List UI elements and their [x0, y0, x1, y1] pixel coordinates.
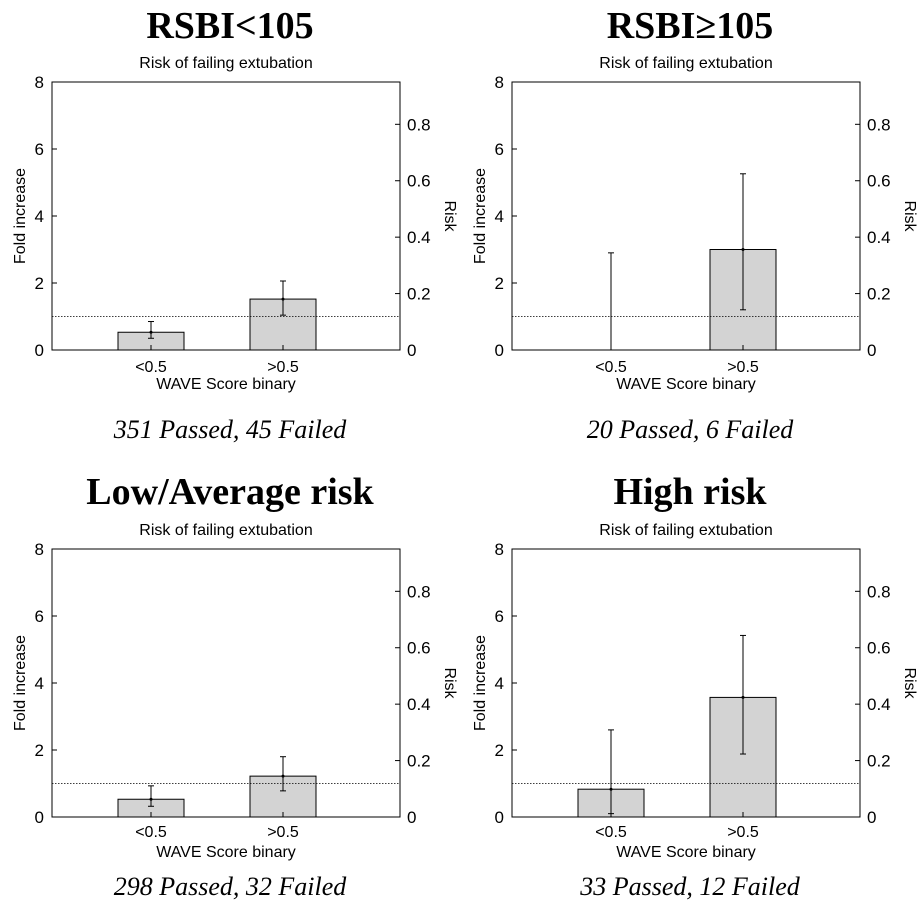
y-axis-label: Fold increase: [472, 168, 489, 264]
y-tick-label: 6: [495, 607, 504, 626]
chart: Risk of failing extubation 0 2 4 6 8 0 0.2 0.4 0.…: [12, 55, 458, 393]
y-right-tick-label: 0.2: [867, 285, 891, 304]
chart: Risk of failing extubation 0 2 4 6 8 0 0.2 0.4 0.…: [472, 522, 918, 861]
y-tick-label: 0: [495, 341, 504, 360]
y-right-axis-label: Risk: [901, 200, 918, 232]
y-right-tick-label: 0: [407, 808, 416, 827]
y-tick-label: 6: [35, 607, 44, 626]
x-tick-label: >0.5: [727, 359, 759, 376]
x-tick-label: <0.5: [135, 824, 167, 841]
x-tick-label: <0.5: [595, 824, 627, 841]
x-tick-label: <0.5: [595, 359, 627, 376]
sample-caption: 33 Passed, 12 Failed: [580, 872, 800, 901]
y-tick-label: 2: [35, 741, 44, 760]
x-tick-label: >0.5: [267, 359, 299, 376]
chart-subtitle: Risk of failing extubation: [599, 522, 772, 539]
chart-panel-4: High risk Risk of failing extubation 0 2 4 6…: [460, 452, 920, 904]
plot-frame: [51, 81, 401, 351]
value-marker: [741, 695, 745, 699]
chart: Risk of failing extubation 0 2 4 6 8 0 0.2 0.4 0.…: [12, 522, 458, 861]
x-axis-label: WAVE Score binary: [616, 376, 756, 393]
x-axis-label: WAVE Score binary: [156, 844, 296, 861]
y-right-axis-label: Risk: [441, 200, 458, 232]
y-right-tick-label: 0.4: [407, 695, 431, 714]
y-tick-label: 8: [495, 73, 504, 92]
y-right-tick-label: 0: [407, 341, 416, 360]
chart: Risk of failing extubation 0 2 4 6 8 0 0.2 0.4 0.…: [472, 55, 918, 393]
y-right-tick-label: 0: [867, 341, 876, 360]
y-right-tick-label: 0.4: [407, 228, 431, 247]
x-axis-label: WAVE Score binary: [616, 844, 756, 861]
chart-panel-1: RSBI<105 Risk of failing extubation 0 2 4 6 8…: [0, 0, 460, 452]
y-right-tick-label: 0.2: [407, 285, 431, 304]
y-right-tick-label: 0.4: [867, 228, 891, 247]
y-axis-label: Fold increase: [12, 635, 29, 731]
y-right-tick-label: 0.2: [867, 752, 891, 771]
y-right-tick-label: 0.6: [407, 639, 431, 658]
sample-caption: 351 Passed, 45 Failed: [113, 415, 347, 444]
plot-frame: [51, 548, 401, 818]
y-tick-label: 8: [35, 73, 44, 92]
chart-subtitle: Risk of failing extubation: [139, 522, 312, 539]
y-tick-label: 8: [495, 540, 504, 559]
sample-caption: 298 Passed, 32 Failed: [113, 872, 347, 901]
chart-subtitle: Risk of failing extubation: [139, 55, 312, 72]
y-right-tick-label: 0.6: [407, 172, 431, 191]
panel-title: High risk: [613, 471, 767, 513]
chart-panel-3: Low/Average risk Risk of failing extubat…: [0, 452, 460, 904]
y-right-axis-label: Risk: [441, 667, 458, 699]
chart-subtitle: Risk of failing extubation: [599, 55, 772, 72]
y-axis-label: Fold increase: [472, 635, 489, 731]
y-right-tick-label: 0.8: [867, 115, 891, 134]
y-right-tick-label: 0.6: [867, 639, 891, 658]
y-right-tick-label: 0.8: [407, 115, 431, 134]
y-right-tick-label: 0.6: [867, 172, 891, 191]
y-tick-label: 2: [495, 741, 504, 760]
y-right-tick-label: 0: [867, 808, 876, 827]
value-marker: [609, 787, 613, 791]
y-right-tick-label: 0.2: [407, 752, 431, 771]
y-right-axis-label: Risk: [901, 667, 918, 699]
panel-title: RSBI<105: [146, 5, 314, 47]
value-marker: [741, 248, 745, 251]
plot-frame: [511, 81, 861, 351]
value-marker: [149, 330, 153, 334]
y-tick-label: 4: [495, 674, 504, 693]
y-tick-label: 4: [35, 207, 44, 226]
y-tick-label: 2: [35, 274, 44, 293]
y-right-tick-label: 0.8: [407, 582, 431, 601]
y-right-tick-label: 0.4: [867, 695, 891, 714]
y-tick-label: 6: [495, 140, 504, 159]
value-marker: [281, 774, 285, 778]
y-tick-label: 4: [35, 674, 44, 693]
x-axis-label: WAVE Score binary: [156, 376, 296, 393]
plot-frame: [511, 548, 861, 818]
y-tick-label: 0: [35, 341, 44, 360]
bar: [709, 696, 777, 818]
panel-title: RSBI≥105: [606, 5, 774, 47]
y-tick-label: 8: [35, 540, 44, 559]
y-tick-label: 6: [35, 140, 44, 159]
value-marker: [149, 797, 153, 801]
y-tick-label: 0: [35, 808, 44, 827]
x-tick-label: <0.5: [135, 359, 167, 376]
sample-caption: 20 Passed, 6 Failed: [586, 415, 794, 444]
y-right-tick-label: 0.8: [867, 582, 891, 601]
x-tick-label: >0.5: [727, 824, 759, 841]
y-axis-label: Fold increase: [12, 168, 29, 264]
y-tick-label: 4: [495, 207, 504, 226]
y-tick-label: 0: [495, 808, 504, 827]
y-tick-label: 2: [495, 274, 504, 293]
panel-title: Low/Average risk: [86, 471, 374, 513]
value-marker: [281, 297, 285, 301]
x-tick-label: >0.5: [267, 824, 299, 841]
chart-panel-2: RSBI≥105 Risk of failing extubation 0 2 4 6 8…: [460, 0, 920, 452]
